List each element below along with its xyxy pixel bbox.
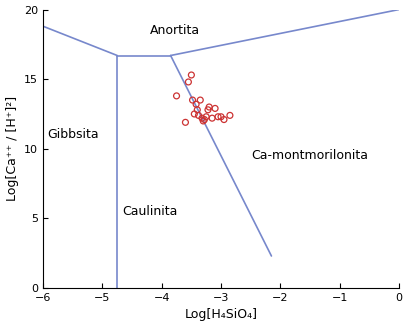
Point <box>173 93 180 98</box>
Point <box>206 104 213 110</box>
Point <box>194 107 201 112</box>
Point <box>203 114 209 119</box>
Point <box>191 112 197 117</box>
Point <box>209 115 215 121</box>
Point <box>200 118 206 124</box>
Point <box>188 72 195 77</box>
Text: Gibbsita: Gibbsita <box>47 129 99 141</box>
X-axis label: Log[H₄SiO₄]: Log[H₄SiO₄] <box>184 308 257 321</box>
Point <box>197 97 204 103</box>
Point <box>215 114 221 119</box>
Point <box>227 113 233 118</box>
Point <box>199 115 205 121</box>
Y-axis label: Log[Ca⁺⁺ / [H⁺]²]: Log[Ca⁺⁺ / [H⁺]²] <box>6 96 18 201</box>
Point <box>201 117 208 122</box>
Point <box>218 114 224 119</box>
Point <box>205 107 211 112</box>
Point <box>195 113 202 118</box>
Point <box>193 102 200 107</box>
Point <box>182 120 189 125</box>
Point <box>221 117 227 122</box>
Text: Ca-montmorilonita: Ca-montmorilonita <box>251 149 368 162</box>
Point <box>212 106 218 111</box>
Point <box>189 97 196 103</box>
Text: Caulinita: Caulinita <box>122 205 177 218</box>
Text: Anortita: Anortita <box>150 24 200 37</box>
Point <box>185 79 192 85</box>
